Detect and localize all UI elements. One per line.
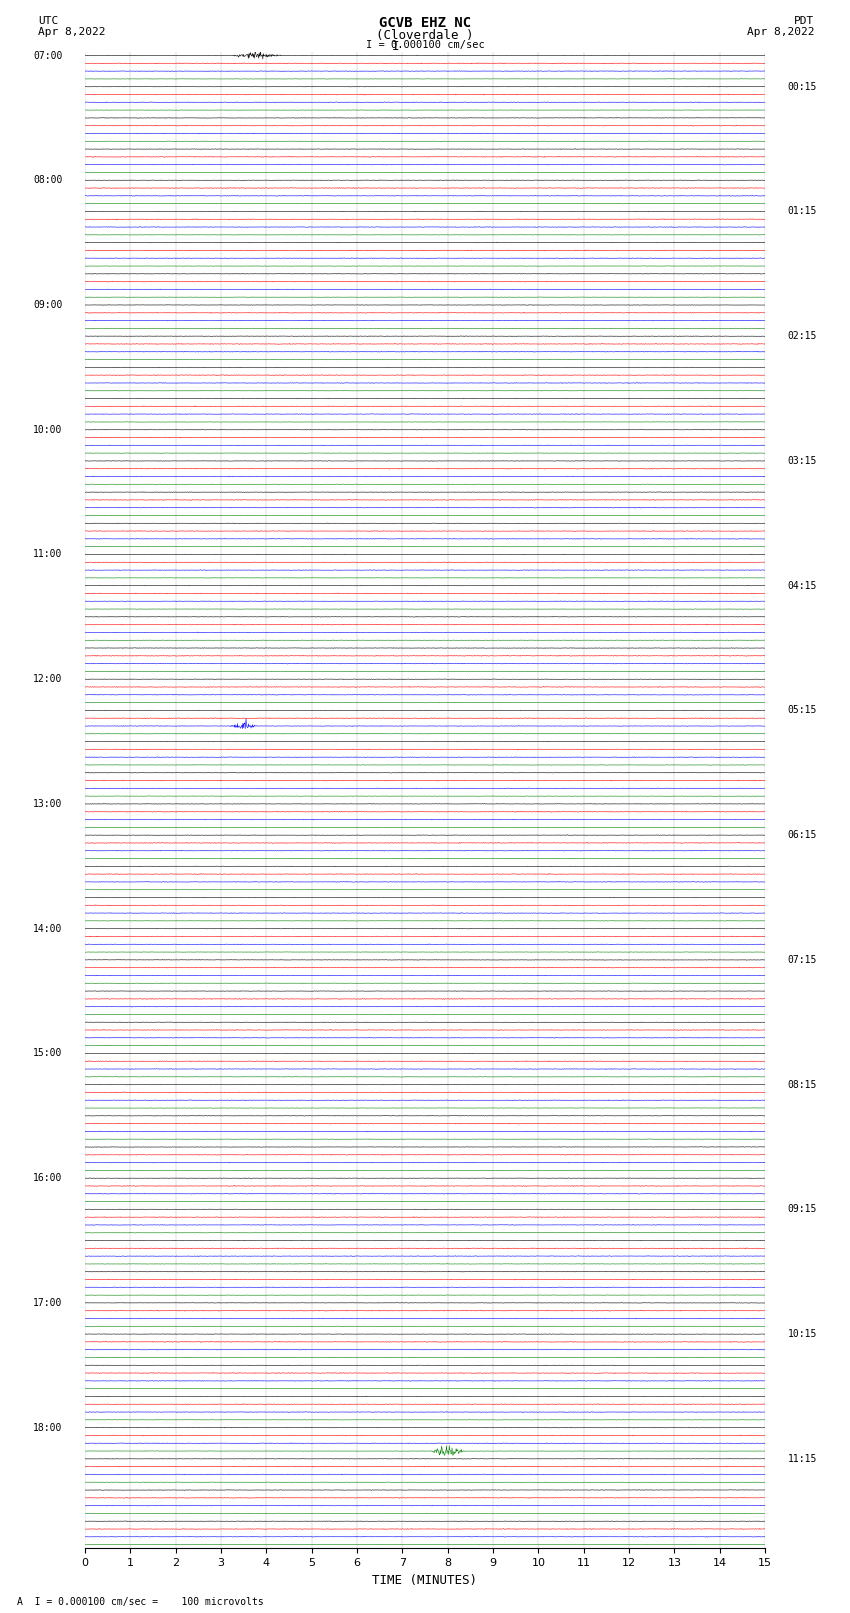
Text: I: I [392,40,399,53]
Text: Apr 8,2022: Apr 8,2022 [38,27,105,37]
Text: 14:00: 14:00 [33,924,62,934]
Text: 08:00: 08:00 [33,176,62,185]
Text: 09:00: 09:00 [33,300,62,310]
Text: 18:00: 18:00 [33,1423,62,1432]
Text: 11:15: 11:15 [788,1453,817,1465]
Text: 10:00: 10:00 [33,424,62,436]
Text: 17:00: 17:00 [33,1298,62,1308]
Text: 02:15: 02:15 [788,331,817,342]
Text: 06:15: 06:15 [788,831,817,840]
Text: 12:00: 12:00 [33,674,62,684]
Text: 03:15: 03:15 [788,456,817,466]
Text: UTC: UTC [38,16,59,26]
Text: 15:00: 15:00 [33,1048,62,1058]
Text: 05:15: 05:15 [788,705,817,716]
Text: 01:15: 01:15 [788,206,817,216]
X-axis label: TIME (MINUTES): TIME (MINUTES) [372,1574,478,1587]
Text: 11:00: 11:00 [33,550,62,560]
Text: 00:15: 00:15 [788,82,817,92]
Text: I = 0.000100 cm/sec: I = 0.000100 cm/sec [366,40,484,50]
Text: 04:15: 04:15 [788,581,817,590]
Text: PDT: PDT [794,16,814,26]
Text: 07:00: 07:00 [33,50,62,61]
Text: (Cloverdale ): (Cloverdale ) [377,29,473,42]
Text: 16:00: 16:00 [33,1173,62,1184]
Text: 13:00: 13:00 [33,798,62,810]
Text: 10:15: 10:15 [788,1329,817,1339]
Text: 07:15: 07:15 [788,955,817,965]
Text: A  I = 0.000100 cm/sec =    100 microvolts: A I = 0.000100 cm/sec = 100 microvolts [17,1597,264,1607]
Text: GCVB EHZ NC: GCVB EHZ NC [379,16,471,31]
Text: 09:15: 09:15 [788,1205,817,1215]
Text: 08:15: 08:15 [788,1079,817,1090]
Text: Apr 8,2022: Apr 8,2022 [747,27,814,37]
